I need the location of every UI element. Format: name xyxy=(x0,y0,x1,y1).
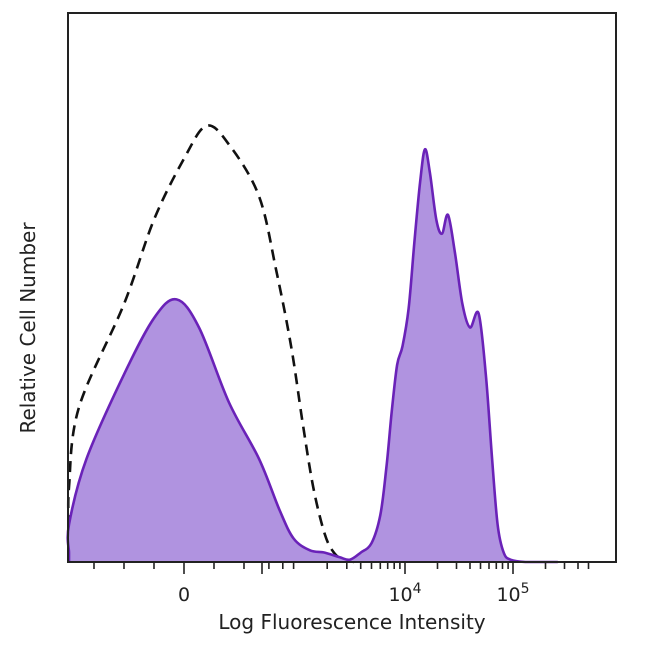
x-axis-tick-labels: 0 104 105 xyxy=(178,581,530,606)
x-tick-label-0: 0 xyxy=(178,584,190,606)
y-axis-label: Relative Cell Number xyxy=(16,222,40,434)
x-axis-label: Log Fluorescence Intensity xyxy=(218,610,485,634)
x-axis-ticks xyxy=(93,562,590,574)
x-tick-label-2: 105 xyxy=(496,581,529,606)
series-1-area xyxy=(67,149,558,563)
x-tick-label-1: 104 xyxy=(388,581,421,606)
series-1-line xyxy=(66,147,558,564)
plot-frame xyxy=(67,12,617,563)
series-layer xyxy=(66,124,558,564)
series-0-line xyxy=(66,124,355,564)
